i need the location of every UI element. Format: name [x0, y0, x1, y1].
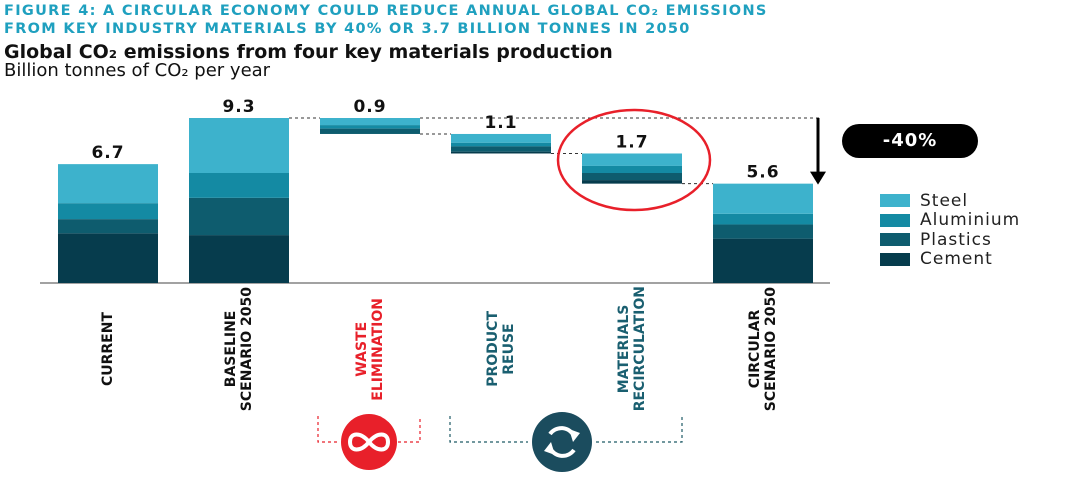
bar-segment-materials-recirculation-plastics: [582, 173, 682, 181]
circular-arrows-icon-background: [532, 412, 592, 472]
bar-segment-product-reuse-steel: [451, 133, 551, 143]
bar-segment-current-steel: [58, 164, 158, 204]
bar-segment-circular-scenario-2050-steel: [713, 183, 813, 214]
category-label-waste-elimination: WASTE ELIMINATION: [320, 284, 420, 414]
chart-title: Global CO₂ emissions from four key mater…: [4, 41, 613, 63]
value-label-circular-scenario-2050: 5.6: [746, 163, 779, 183]
value-label-product-reuse: 1.1: [484, 113, 517, 133]
legend-label-cement: Cement: [920, 249, 993, 270]
bar-segment-waste-elimination-aluminium: [320, 125, 420, 129]
bar-segment-waste-elimination-steel: [320, 118, 420, 126]
category-label-product-reuse: PRODUCT REUSE: [451, 284, 551, 414]
bar-segment-current-plastics: [58, 219, 158, 234]
bracket-waste-right: [398, 416, 421, 443]
legend-label-steel: Steel: [920, 190, 969, 211]
legend-item-plastics: Plastics: [880, 230, 1020, 250]
legend-swatch-plastics: [880, 233, 910, 247]
bar-segment-waste-elimination-plastics: [320, 128, 420, 134]
infinity-icon: [347, 432, 391, 452]
bar-segment-current-cement: [58, 233, 158, 283]
category-text-materials-recirculation: MATERIALS RECIRCULATION: [616, 286, 648, 412]
legend-label-plastics: Plastics: [920, 229, 992, 250]
category-text-circular-2050: CIRCULAR SCENARIO 2050: [747, 286, 779, 412]
category-text-current: CURRENT: [100, 311, 116, 387]
category-label-current: CURRENT: [58, 284, 158, 414]
figure-title: FIGURE 4: A CIRCULAR ECONOMY COULD REDUC…: [4, 2, 768, 38]
figure-title-line-2: FROM KEY INDUSTRY MATERIALS BY 40% OR 3.…: [4, 21, 691, 37]
bar-segment-product-reuse-cement: [451, 151, 551, 154]
value-label-baseline-scenario-2050: 9.3: [222, 97, 255, 117]
bracket-waste-left: [317, 416, 340, 443]
category-text-baseline-2050: BASELINE SCENARIO 2050: [223, 286, 255, 412]
bar-segment-circular-scenario-2050-aluminium: [713, 213, 813, 225]
bar-segment-baseline-scenario-2050-aluminium: [189, 173, 289, 198]
bar-segment-baseline-scenario-2050-plastics: [189, 197, 289, 236]
value-label-waste-elimination: 0.9: [353, 97, 386, 117]
bar-segment-current-aluminium: [58, 203, 158, 220]
bar-segment-product-reuse-aluminium: [451, 142, 551, 147]
category-text-waste-elimination: WASTE ELIMINATION: [354, 297, 386, 401]
bar-segment-materials-recirculation-aluminium: [582, 165, 682, 173]
highlight-circle: [556, 108, 712, 212]
reduction-badge: -40%: [842, 124, 978, 158]
figure-title-line-1: FIGURE 4: A CIRCULAR ECONOMY COULD REDUC…: [4, 3, 768, 19]
legend-item-cement: Cement: [880, 249, 1020, 270]
reduction-arrow-head: [810, 171, 826, 185]
legend-item-steel: Steel: [880, 191, 1020, 211]
legend-label-aluminium: Aluminium: [920, 210, 1021, 231]
bracket-circular-left: [449, 416, 528, 443]
chart-subtitle: Billion tonnes of CO₂ per year: [4, 60, 271, 81]
category-label-baseline-2050: BASELINE SCENARIO 2050: [189, 284, 289, 414]
category-label-materials-recirculation: MATERIALS RECIRCULATION: [582, 284, 682, 414]
circular-arrows-icon-lower-head: [544, 442, 555, 455]
bar-segment-baseline-scenario-2050-steel: [189, 118, 289, 173]
bar-segment-circular-scenario-2050-cement: [713, 238, 813, 283]
value-label-materials-recirculation: 1.7: [615, 132, 648, 152]
legend-swatch-cement: [880, 252, 910, 266]
bar-segment-baseline-scenario-2050-cement: [189, 235, 289, 283]
category-label-circular-2050: CIRCULAR SCENARIO 2050: [713, 284, 813, 414]
chart-legend: Steel Aluminium Plastics Cement: [880, 191, 1020, 269]
legend-item-aluminium: Aluminium: [880, 210, 1021, 231]
bracket-circular-right: [596, 416, 683, 443]
circular-arrows-icon-upper-head: [569, 429, 580, 442]
category-text-product-reuse: PRODUCT REUSE: [485, 311, 517, 387]
bar-segment-circular-scenario-2050-plastics: [713, 224, 813, 239]
bar-segment-product-reuse-plastics: [451, 146, 551, 152]
bar-segment-materials-recirculation-cement: [582, 180, 682, 184]
value-label-current: 6.7: [91, 143, 124, 163]
legend-swatch-aluminium: [880, 213, 910, 227]
legend-swatch-steel: [880, 194, 910, 208]
bar-segment-materials-recirculation-steel: [582, 153, 682, 166]
